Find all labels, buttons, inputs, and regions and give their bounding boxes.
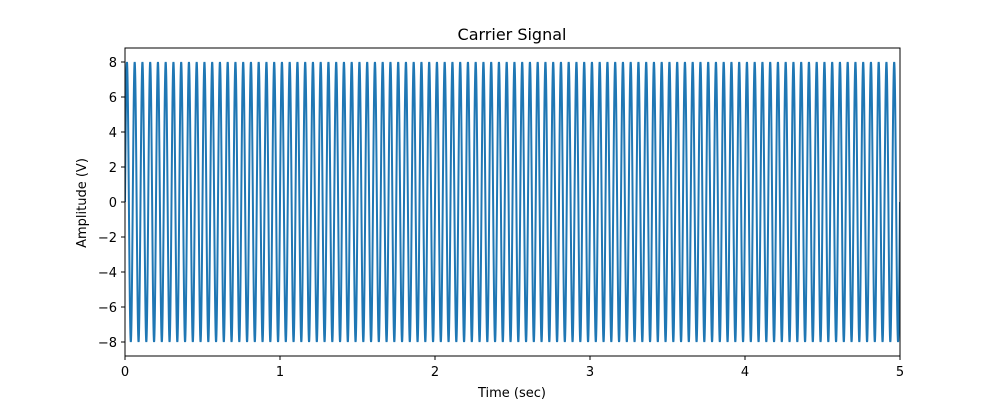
- x-axis-ticks: 0 1 2 3 4 5: [121, 356, 904, 380]
- y-axis-ticks: −8 −6 −4 −2 0 2 4 6 8: [98, 56, 125, 351]
- y-tick-label: −6: [98, 301, 117, 316]
- y-tick-label: −4: [98, 266, 117, 281]
- x-tick-label: 2: [431, 365, 439, 380]
- x-tick-label: 1: [276, 365, 284, 380]
- y-tick-label: −2: [98, 231, 117, 246]
- x-tick-label: 3: [586, 365, 594, 380]
- y-tick-label: 2: [109, 161, 117, 176]
- y-axis-label: Amplitude (V): [75, 158, 90, 248]
- y-tick-label: 4: [109, 126, 117, 141]
- series-line-0: [125, 61, 900, 343]
- chart-title: Carrier Signal: [458, 25, 567, 44]
- plot-area: [125, 61, 900, 343]
- y-tick-label: −8: [98, 336, 117, 351]
- x-tick-label: 4: [741, 365, 749, 380]
- y-tick-label: 6: [109, 91, 117, 106]
- plot-frame: [124, 47, 901, 357]
- y-tick-label: 0: [109, 196, 117, 211]
- x-tick-label: 0: [121, 365, 129, 380]
- x-axis-label: Time (sec): [477, 386, 546, 400]
- y-tick-label: 8: [109, 56, 117, 71]
- x-tick-label: 5: [896, 365, 904, 380]
